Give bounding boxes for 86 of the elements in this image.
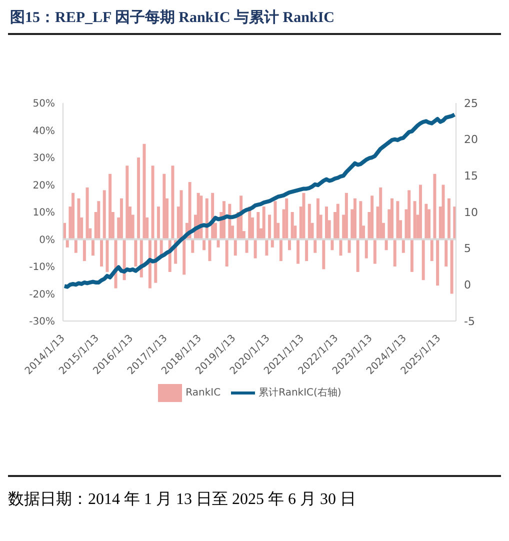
- bar: [82, 239, 86, 262]
- bar: [100, 239, 104, 266]
- y2-tick-label: 5: [464, 242, 471, 256]
- y-tick-label: 0%: [39, 234, 55, 246]
- bar: [102, 190, 106, 240]
- bar: [436, 239, 440, 286]
- y2-tick-label: -5: [464, 314, 475, 328]
- bar: [225, 239, 228, 266]
- bar: [142, 144, 146, 240]
- bar: [316, 198, 320, 240]
- bar: [97, 201, 100, 240]
- y-tick-label: 20%: [32, 180, 55, 192]
- bar: [106, 239, 109, 272]
- bar: [370, 196, 374, 240]
- y2-tick-label: 10: [464, 206, 478, 219]
- bar: [279, 239, 282, 262]
- bar: [442, 184, 445, 240]
- bar: [72, 192, 75, 240]
- bar: [256, 212, 260, 240]
- y2-tick-label: 0: [464, 278, 471, 292]
- bar: [390, 198, 394, 240]
- bar: [322, 239, 326, 270]
- bar: [450, 239, 454, 294]
- text: 数据日期：2014 年 1 月 13 日至 2025 年 6 月 30 日: [8, 490, 357, 510]
- bar: [262, 206, 266, 240]
- bar: [410, 239, 414, 272]
- bar: [108, 174, 112, 240]
- bar: [353, 198, 356, 240]
- y-tick-label: -30%: [29, 316, 55, 328]
- bar: [162, 174, 166, 240]
- bar: [364, 239, 368, 258]
- bar: [265, 239, 268, 256]
- bar: [254, 239, 257, 258]
- bar: [408, 190, 411, 240]
- bar: [302, 192, 306, 240]
- bar: [433, 174, 436, 240]
- bar: [393, 239, 396, 266]
- bar: [180, 190, 183, 240]
- bar: [430, 239, 434, 262]
- y-tick-label: 50%: [32, 98, 55, 110]
- bar: [308, 204, 311, 240]
- y2-tick-label: 25: [464, 96, 478, 110]
- bar: [418, 184, 422, 240]
- bar: [208, 239, 212, 262]
- bar: [137, 158, 140, 240]
- bar: [339, 239, 342, 256]
- bar: [156, 206, 160, 240]
- y-tick-label: 40%: [32, 126, 55, 137]
- bar: [373, 239, 376, 264]
- y-tick-label: -10%: [29, 262, 55, 274]
- bar: [344, 192, 348, 240]
- bar: [274, 201, 277, 240]
- bar: [336, 204, 340, 240]
- bar: [86, 187, 89, 240]
- bar: [325, 206, 328, 240]
- bar: [171, 166, 174, 240]
- bar: [91, 239, 94, 256]
- y2-tick-label: 20: [464, 133, 478, 146]
- bar: [285, 198, 288, 240]
- bar: [134, 239, 138, 266]
- bar: [447, 198, 450, 240]
- bar: [359, 201, 362, 240]
- bar: [268, 214, 272, 240]
- bar: [422, 239, 425, 280]
- bar: [296, 239, 300, 264]
- bar: [126, 166, 129, 240]
- bar: [120, 198, 123, 240]
- bar: [396, 201, 400, 240]
- bar: [77, 198, 80, 240]
- bar: [182, 239, 186, 275]
- y-tick-label: -20%: [29, 289, 55, 300]
- bar: [424, 204, 428, 240]
- bar: [379, 187, 382, 240]
- y-tick-label: 10%: [32, 208, 55, 219]
- y-tick-label: 30%: [32, 153, 55, 164]
- y2-tick-label: 15: [464, 170, 478, 183]
- bar: [444, 239, 448, 266]
- legend-label: 累计RankIC(右轴): [258, 388, 342, 399]
- line-series: [62, 112, 457, 289]
- bar: [188, 182, 192, 240]
- legend-label: RankIC: [186, 388, 221, 399]
- chart-title: 图15：REP_LF 因子每期 RankIC 与累计 RankIC: [8, 8, 501, 35]
- bar: [356, 239, 360, 272]
- bar: [234, 239, 237, 256]
- bar: [305, 239, 308, 262]
- bar: [151, 166, 154, 240]
